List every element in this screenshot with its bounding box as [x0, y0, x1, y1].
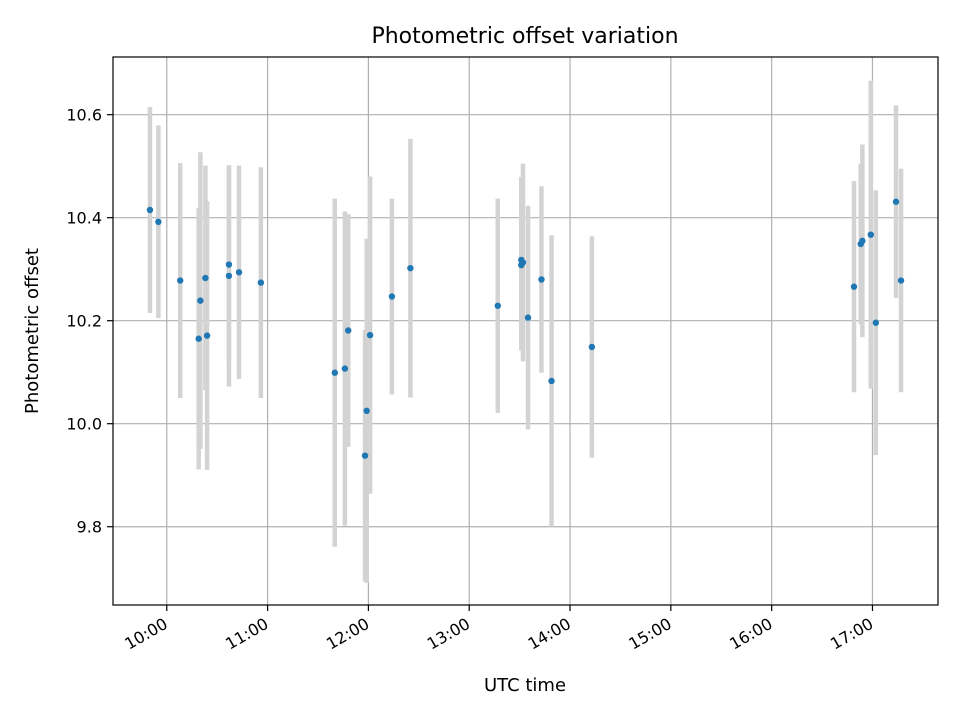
y-axis-label: Photometric offset: [22, 248, 43, 414]
data-point: [407, 264, 414, 272]
data-point: [850, 283, 858, 290]
data-point: [202, 274, 209, 282]
data-point: [872, 319, 880, 326]
data-point: [257, 279, 265, 286]
data-point: [892, 198, 900, 205]
plot-frame: [112, 56, 939, 606]
chart-title: Photometric offset variation: [371, 24, 678, 49]
y-tick-label: 10.6: [66, 106, 102, 125]
y-tick-label: 10.4: [66, 209, 102, 228]
data-point: [203, 332, 211, 339]
data-point: [897, 277, 905, 284]
data-point: [519, 259, 527, 266]
data-point: [225, 261, 233, 268]
data-point: [494, 302, 501, 309]
data-point: [867, 231, 874, 238]
data-point: [588, 343, 596, 351]
y-axis: 9.8 10.0 10.2 10.4 10.6: [66, 106, 113, 537]
data-point: [177, 277, 184, 284]
data-point: [235, 269, 243, 276]
plot-area: [113, 57, 938, 605]
data-point: [859, 237, 866, 245]
data-point: [363, 407, 370, 415]
data-point: [538, 276, 545, 283]
data-point: [548, 377, 555, 385]
data-point: [195, 335, 202, 342]
data-points: [146, 198, 905, 459]
data-point: [345, 327, 352, 334]
y-tick-label: 9.8: [77, 518, 102, 537]
data-point: [524, 314, 532, 321]
y-tick-label: 10.2: [66, 312, 102, 331]
data-point: [366, 331, 374, 339]
data-point: [341, 365, 349, 372]
data-point: [155, 218, 162, 226]
x-axis-label: UTC time: [484, 675, 566, 696]
data-point: [361, 452, 369, 459]
data-point: [331, 369, 338, 376]
data-point: [146, 206, 154, 214]
data-point: [388, 293, 396, 300]
data-point: [197, 297, 204, 304]
data-point: [225, 272, 233, 280]
y-tick-label: 10.0: [66, 415, 102, 434]
